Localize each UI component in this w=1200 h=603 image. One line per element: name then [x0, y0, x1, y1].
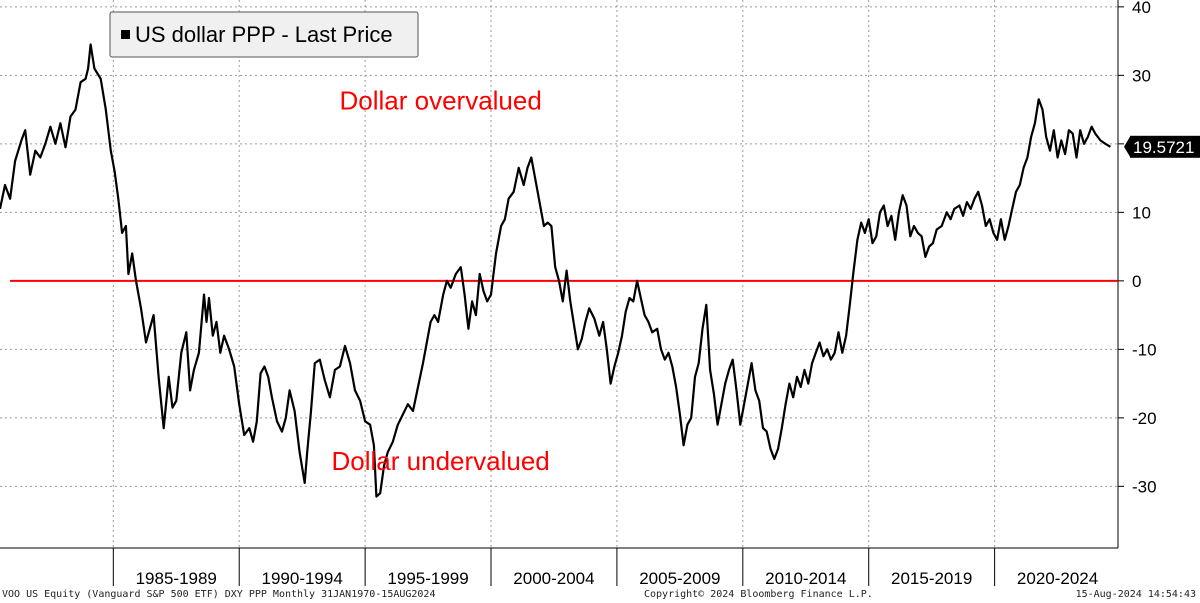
- annotations: Dollar overvalued Dollar undervalued: [332, 86, 550, 476]
- series: [0, 43, 1111, 498]
- last-price-box: [1130, 135, 1200, 158]
- x-period-label: 2020-2024: [1017, 569, 1098, 588]
- last-price-pointer: [1124, 136, 1130, 157]
- legend: US dollar PPP - Last Price: [109, 11, 419, 58]
- y-tick-label: 40: [1132, 0, 1151, 17]
- x-period-label: 2010-2014: [765, 569, 846, 588]
- footer-source: VOO US Equity (Vanguard S&P 500 ETF) DXY…: [2, 589, 436, 600]
- y-tick-label: -20: [1132, 409, 1157, 428]
- grid: [0, 0, 1118, 548]
- last-price-label: 19.5721: [1133, 138, 1194, 157]
- y-ticks: 403020100-10-20-30: [1118, 0, 1157, 496]
- axes: [0, 0, 1119, 549]
- y-tick-label: 30: [1132, 66, 1151, 85]
- x-period-label: 1985-1989: [136, 569, 217, 588]
- footer-timestamp: 15-Aug-2024 14:54:43: [1075, 589, 1196, 600]
- legend-label: US dollar PPP - Last Price: [135, 22, 393, 47]
- annotation-label: Dollar overvalued: [339, 86, 541, 116]
- series-line: [0, 43, 1111, 498]
- y-tick-label: -10: [1132, 340, 1157, 359]
- y-tick-label: 0: [1132, 272, 1141, 291]
- x-period-label: 1990-1994: [262, 569, 343, 588]
- y-tick-label: -30: [1132, 477, 1157, 496]
- x-period-label: 1995-1999: [387, 569, 468, 588]
- x-period-label: 2000-2004: [513, 569, 594, 588]
- legend-marker: [121, 30, 130, 39]
- last-price-marker: 19.5721: [1124, 135, 1200, 158]
- x-period-label: 2015-2019: [891, 569, 972, 588]
- annotation-label: Dollar undervalued: [332, 446, 550, 476]
- legend-box: [109, 11, 419, 58]
- y-tick-label: 10: [1132, 203, 1151, 222]
- footer-copyright: Copyright© 2024 Bloomberg Finance L.P.: [644, 589, 873, 600]
- x-period-label: 2005-2009: [639, 569, 720, 588]
- x-period-labels: 1985-1989 1990-1994 1995-1999 2000-2004 2005…: [112, 548, 1098, 588]
